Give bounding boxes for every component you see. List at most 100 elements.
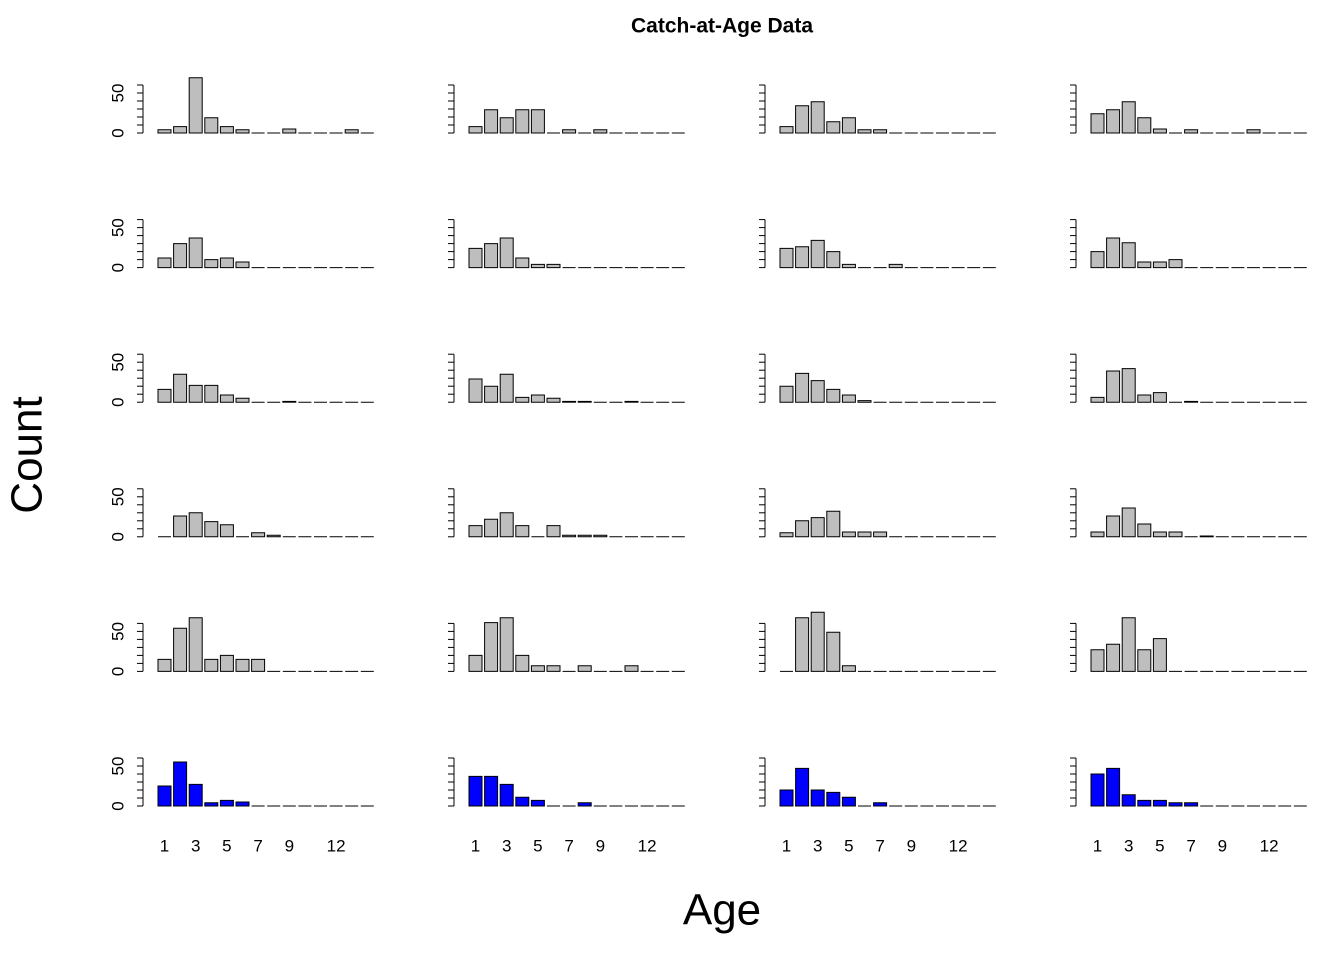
bar — [810, 611, 825, 672]
bar — [810, 517, 825, 538]
bar — [173, 515, 188, 538]
y-tick-label: 0 — [108, 532, 127, 541]
bar — [873, 531, 888, 538]
x-tick-label: 1 — [1093, 836, 1102, 855]
bar — [826, 631, 841, 672]
bar — [1152, 261, 1167, 269]
bar — [499, 373, 514, 403]
y-tick-label: 0 — [108, 397, 127, 406]
bar — [468, 654, 483, 672]
bar — [1137, 649, 1152, 672]
x-tick-label: 9 — [907, 836, 916, 855]
bar — [826, 791, 841, 807]
x-tick-label: 7 — [875, 836, 884, 855]
bar — [1152, 128, 1167, 134]
bar — [484, 109, 499, 134]
bar — [795, 246, 810, 269]
x-tick-label: 9 — [1218, 836, 1227, 855]
bar — [515, 525, 530, 538]
bar — [1106, 643, 1121, 672]
y-axis-label: Count — [3, 396, 52, 513]
bar — [546, 525, 561, 538]
bar — [266, 534, 281, 538]
bar — [1152, 638, 1167, 672]
bar — [282, 400, 297, 403]
y-tick-label: 0 — [108, 801, 127, 810]
bar — [204, 117, 219, 134]
bar — [1106, 370, 1121, 403]
bar — [515, 796, 530, 807]
bar — [1168, 802, 1183, 807]
y-tick-label: 50 — [108, 84, 127, 103]
bar — [188, 384, 203, 403]
bar — [873, 129, 888, 134]
bar — [468, 247, 483, 269]
bar — [530, 799, 545, 807]
bar — [515, 654, 530, 672]
bar — [499, 117, 514, 134]
bar — [1106, 237, 1121, 269]
bar — [1106, 515, 1121, 538]
bar — [484, 518, 499, 538]
chart-title: Catch-at-Age Data — [631, 15, 813, 38]
bar — [515, 257, 530, 269]
bar — [219, 799, 234, 807]
bar — [530, 665, 545, 672]
x-tick-label: 7 — [564, 836, 573, 855]
bar — [468, 378, 483, 403]
x-tick-label: 12 — [1260, 836, 1279, 855]
x-tick-label: 5 — [844, 836, 853, 855]
bar — [1199, 535, 1214, 538]
bar — [188, 77, 203, 134]
y-tick-label: 50 — [108, 487, 127, 506]
bar — [468, 775, 483, 807]
bar — [173, 627, 188, 672]
bar — [1137, 394, 1152, 403]
x-tick-label: 3 — [813, 836, 822, 855]
bar — [188, 512, 203, 538]
bar — [841, 263, 856, 269]
bar — [157, 388, 172, 403]
bar — [1137, 523, 1152, 538]
x-tick-label: 3 — [191, 836, 200, 855]
bar — [1184, 129, 1199, 134]
bar — [499, 512, 514, 538]
bar — [344, 129, 359, 134]
bar — [841, 394, 856, 403]
bar — [857, 531, 872, 538]
bar — [188, 783, 203, 807]
bar — [841, 117, 856, 134]
bar — [795, 617, 810, 672]
bar — [1168, 531, 1183, 538]
bar — [779, 789, 794, 807]
bar — [219, 257, 234, 269]
bar — [624, 665, 639, 672]
bar — [1152, 531, 1167, 538]
bar — [546, 263, 561, 269]
bar — [1137, 261, 1152, 269]
bar — [468, 525, 483, 538]
bar — [577, 665, 592, 672]
bar — [1152, 799, 1167, 807]
bar — [1184, 400, 1199, 403]
bar — [1121, 101, 1136, 134]
bar — [188, 237, 203, 269]
bar — [235, 261, 250, 269]
bar — [219, 394, 234, 403]
bar — [235, 658, 250, 672]
x-tick-label: 5 — [222, 836, 231, 855]
bar — [499, 617, 514, 672]
x-tick-label: 1 — [160, 836, 169, 855]
bar — [251, 532, 266, 538]
bar — [530, 394, 545, 403]
bar — [251, 658, 266, 672]
bar — [873, 802, 888, 807]
bar — [515, 396, 530, 403]
bar — [826, 510, 841, 538]
x-tick-label: 9 — [596, 836, 605, 855]
x-tick-label: 5 — [1155, 836, 1164, 855]
y-tick-label: 50 — [108, 353, 127, 372]
bar — [841, 531, 856, 538]
